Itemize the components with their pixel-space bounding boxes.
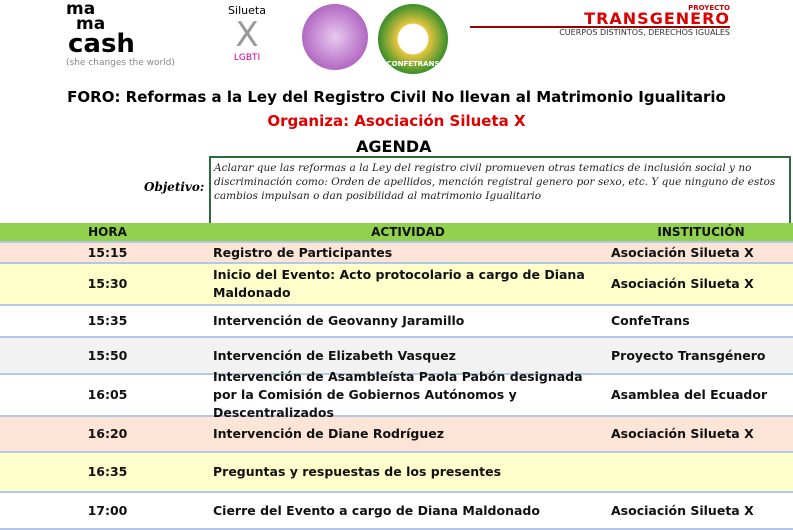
logo-text: cash xyxy=(68,29,135,59)
table-header: HORA ACTIVIDAD INSTITUCIÓN xyxy=(0,223,793,243)
logo-text: X xyxy=(235,15,259,55)
table-cell: 15:35 xyxy=(87,313,128,328)
logo-text: ma xyxy=(76,14,106,34)
logo-text: (she changes the world) xyxy=(66,58,175,68)
table-cell: Registro de Participantes xyxy=(213,244,393,260)
logo-transgenero: PROYECTO TRANSGENERO CUERPOS DISTINTOS, … xyxy=(470,4,730,40)
logo-mamacash: ma ma cash (she changes the world) xyxy=(66,0,206,69)
table-row: 16:20 Intervención de Diane Rodríguez Asoc… xyxy=(0,417,793,453)
table-cell: 16:35 xyxy=(87,464,128,479)
table-cell: ConfeTrans xyxy=(611,313,690,328)
column-header: ACTIVIDAD xyxy=(371,225,445,239)
logo-silueta: Silueta X LGBTI xyxy=(217,4,277,76)
table-cell: 16:05 xyxy=(87,387,128,402)
table-cell: Preguntas y respuestas de los presentes xyxy=(213,464,502,479)
table-row: 15:50 Intervención de Elizabeth Vasquez Pr… xyxy=(0,338,793,375)
table-row: 16:05 Intervención de Asambleísta Paola P… xyxy=(0,369,793,420)
objective-text: Aclarar que las reformas a la Ley del re… xyxy=(209,156,791,226)
table-cell: Intervención de Elizabeth Vasquez xyxy=(213,347,456,363)
objective-label: Objetivo: xyxy=(144,180,205,194)
table-cell xyxy=(611,453,791,491)
table-cell: 15:30 xyxy=(87,276,128,291)
column-header: HORA xyxy=(88,225,127,239)
agenda-heading: AGENDA xyxy=(356,137,432,156)
table-row: 15:15 Registro de Participantes Asociación… xyxy=(0,243,793,264)
logo-text: LGBTI xyxy=(233,53,261,63)
table-cell: 15:50 xyxy=(87,347,128,363)
table-cell: Asociación Silueta X xyxy=(611,244,754,260)
table-row: 16:35 Preguntas y respuestas de los prese… xyxy=(0,453,793,493)
table-cell: 16:20 xyxy=(87,426,128,441)
table-cell: Asamblea del Ecuador xyxy=(611,387,768,402)
table-row: 17:00 Cierre del Evento a cargo de Diana … xyxy=(0,493,793,530)
logo-text: ma xyxy=(66,0,96,19)
logo-text: TRANSGENERO xyxy=(470,11,730,28)
column-header: INSTITUCIÓN xyxy=(657,225,745,239)
table-cell: 15:15 xyxy=(87,244,128,260)
table-cell: Inicio del Evento: Acto protocolario a c… xyxy=(213,267,585,300)
table-cell: Proyecto Transgénero xyxy=(611,347,766,363)
title: FORO: Reformas a la Ley del Registro Civ… xyxy=(67,88,726,106)
logo-text: PROYECTO xyxy=(688,4,730,12)
logo-text: Silueta xyxy=(228,4,266,17)
table-cell: Intervención de Asambleísta Paola Pabón … xyxy=(213,369,583,420)
logo-confetrans: CONFETRANS xyxy=(378,4,448,74)
table-row: 15:30 Inicio del Evento: Acto protocolari… xyxy=(0,264,793,306)
table-cell: Asociación Silueta X xyxy=(611,276,754,291)
table-cell: Asociación Silueta X xyxy=(611,502,754,518)
table-cell: Asociación Silueta X xyxy=(611,426,754,441)
logo-circle xyxy=(302,4,368,70)
logo-text: CUERPOS DISTINTOS, DERECHOS IGUALES xyxy=(559,28,730,37)
logo-text: CONFETRANS xyxy=(386,60,440,68)
table-cell: Intervención de Diane Rodríguez xyxy=(213,426,445,441)
table-cell: Cierre del Evento a cargo de Diana Maldo… xyxy=(213,502,540,518)
organizer: Organiza: Asociación Silueta X xyxy=(267,112,526,130)
table-row: 15:35 Intervención de Geovanny Jaramillo C… xyxy=(0,306,793,338)
table-cell: 17:00 xyxy=(87,502,128,518)
table-cell: Intervención de Geovanny Jaramillo xyxy=(213,313,465,328)
